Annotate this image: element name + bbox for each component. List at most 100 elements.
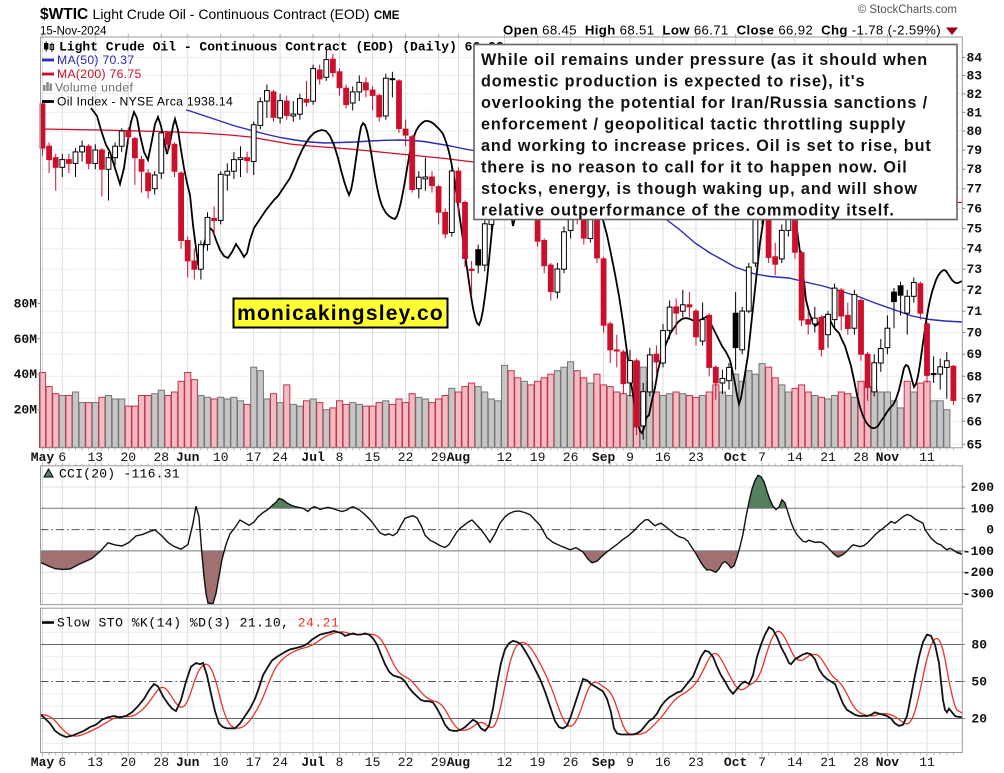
svg-text:14: 14 xyxy=(787,755,803,770)
svg-text:MA(50) 70.37: MA(50) 70.37 xyxy=(57,53,134,67)
svg-text:May: May xyxy=(31,755,55,770)
svg-text:15: 15 xyxy=(365,755,381,770)
svg-text:16: 16 xyxy=(655,450,671,465)
svg-text:71: 71 xyxy=(967,304,983,319)
svg-text:7: 7 xyxy=(758,755,766,770)
svg-text:While oil remains under pressu: While oil remains under pressure (as it … xyxy=(481,51,928,69)
svg-text:May: May xyxy=(31,450,55,465)
svg-text:29: 29 xyxy=(431,755,447,770)
svg-text:75: 75 xyxy=(967,221,983,236)
svg-text:10: 10 xyxy=(213,755,229,770)
svg-text:20: 20 xyxy=(120,755,136,770)
svg-text:domestic production is expecte: domestic production is expected to rise)… xyxy=(481,73,865,91)
svg-text:6: 6 xyxy=(58,755,66,770)
svg-text:77: 77 xyxy=(967,182,983,197)
svg-text:24: 24 xyxy=(272,755,288,770)
svg-text:200: 200 xyxy=(971,480,995,495)
svg-text:23: 23 xyxy=(688,755,704,770)
svg-text:68: 68 xyxy=(967,369,983,384)
svg-text:Jul: Jul xyxy=(301,755,325,770)
svg-text:22: 22 xyxy=(398,450,414,465)
svg-text:65: 65 xyxy=(967,437,983,452)
svg-text:81: 81 xyxy=(967,105,983,120)
svg-text:10: 10 xyxy=(213,450,229,465)
svg-text:80M: 80M xyxy=(14,296,38,311)
svg-text:Nov: Nov xyxy=(876,755,900,770)
svg-text:79: 79 xyxy=(967,143,983,158)
svg-text:70: 70 xyxy=(967,326,983,341)
svg-text:$WTIC Light Crude Oil - Contin: $WTIC Light Crude Oil - Continuous Contr… xyxy=(40,6,400,23)
svg-text:20: 20 xyxy=(971,712,987,727)
svg-text:Jun: Jun xyxy=(176,450,200,465)
svg-text:28: 28 xyxy=(853,450,869,465)
svg-text:-100: -100 xyxy=(963,544,994,559)
svg-text:23: 23 xyxy=(688,450,704,465)
svg-text:80: 80 xyxy=(971,638,987,653)
svg-text:12: 12 xyxy=(497,755,513,770)
svg-text:-200: -200 xyxy=(963,565,994,580)
svg-text:28: 28 xyxy=(853,755,869,770)
svg-text:12: 12 xyxy=(497,450,513,465)
svg-text:11: 11 xyxy=(919,755,935,770)
svg-text:82: 82 xyxy=(967,87,983,102)
svg-text:and working to increase prices: and working to increase prices. Oil is s… xyxy=(481,137,932,155)
svg-text:21: 21 xyxy=(820,755,836,770)
svg-text:Jul: Jul xyxy=(301,450,325,465)
svg-text:72: 72 xyxy=(967,283,983,298)
svg-text:24: 24 xyxy=(272,450,288,465)
svg-text:Oct: Oct xyxy=(724,450,747,465)
svg-text:19: 19 xyxy=(530,450,546,465)
svg-text:22: 22 xyxy=(398,755,414,770)
svg-text:Oil Index - NYSE Arca 1938.14: Oil Index - NYSE Arca 1938.14 xyxy=(57,95,233,109)
svg-text:stocks, energy, is though waki: stocks, energy, is though waking up, and… xyxy=(481,180,918,198)
svg-text:17: 17 xyxy=(246,450,262,465)
svg-text:enforcement / geopolitical tac: enforcement / geopolitical tactic thrott… xyxy=(481,116,906,134)
svg-text:21: 21 xyxy=(820,450,836,465)
svg-text:73: 73 xyxy=(967,262,983,277)
svg-text:19: 19 xyxy=(530,755,546,770)
svg-text:9: 9 xyxy=(626,755,634,770)
svg-text:Aug: Aug xyxy=(447,755,471,770)
svg-text:Light Crude Oil - Continuous C: Light Crude Oil - Continuous Contract (E… xyxy=(59,40,504,55)
svg-text:26: 26 xyxy=(563,450,579,465)
svg-text:84: 84 xyxy=(967,50,983,65)
svg-text:Jun: Jun xyxy=(176,755,200,770)
svg-text:80: 80 xyxy=(967,124,983,139)
svg-text:29: 29 xyxy=(431,450,447,465)
svg-text:74: 74 xyxy=(967,242,983,257)
svg-text:20M: 20M xyxy=(14,403,38,418)
svg-text:-300: -300 xyxy=(963,587,994,602)
svg-text:Oct: Oct xyxy=(724,755,747,770)
svg-text:76: 76 xyxy=(967,201,983,216)
svg-text:69: 69 xyxy=(967,347,983,362)
svg-text:66: 66 xyxy=(967,414,983,429)
svg-text:Slow STO %K(14) %D(3) 21.10, 2: Slow STO %K(14) %D(3) 21.10, 24.21 xyxy=(57,616,339,631)
svg-text:Open 68.45 High 68.51 Low 66: Open 68.45 High 68.51 Low 66.71 Close 66… xyxy=(503,23,941,38)
svg-text:CCI(20) -116.31: CCI(20) -116.31 xyxy=(59,467,180,482)
svg-text:13: 13 xyxy=(87,755,103,770)
svg-text:6: 6 xyxy=(58,450,66,465)
svg-text:8: 8 xyxy=(336,450,344,465)
svg-text:Sep: Sep xyxy=(592,450,616,465)
svg-text:83: 83 xyxy=(967,69,983,84)
svg-text:Volume undef: Volume undef xyxy=(55,80,133,94)
svg-text:overlooking the potential for: overlooking the potential for Iran/Russi… xyxy=(481,94,928,112)
svg-text:0: 0 xyxy=(986,523,994,538)
svg-text:17: 17 xyxy=(246,755,262,770)
svg-text:Sep: Sep xyxy=(592,755,616,770)
svg-text:relative outperformance of the: relative outperformance of the commodity… xyxy=(481,202,895,220)
svg-text:8: 8 xyxy=(336,755,344,770)
svg-text:60M: 60M xyxy=(14,332,38,347)
svg-text:67: 67 xyxy=(967,392,983,407)
svg-text:78: 78 xyxy=(967,162,983,177)
svg-text:Nov: Nov xyxy=(876,450,900,465)
svg-text:16: 16 xyxy=(655,755,671,770)
svg-text:15: 15 xyxy=(365,450,381,465)
svg-text:© StockCharts.com: © StockCharts.com xyxy=(858,4,957,16)
svg-text:28: 28 xyxy=(153,450,169,465)
svg-text:40M: 40M xyxy=(14,367,38,382)
svg-text:28: 28 xyxy=(153,755,169,770)
svg-text:Aug: Aug xyxy=(447,450,471,465)
svg-text:50: 50 xyxy=(971,675,987,690)
svg-text:9: 9 xyxy=(626,450,634,465)
